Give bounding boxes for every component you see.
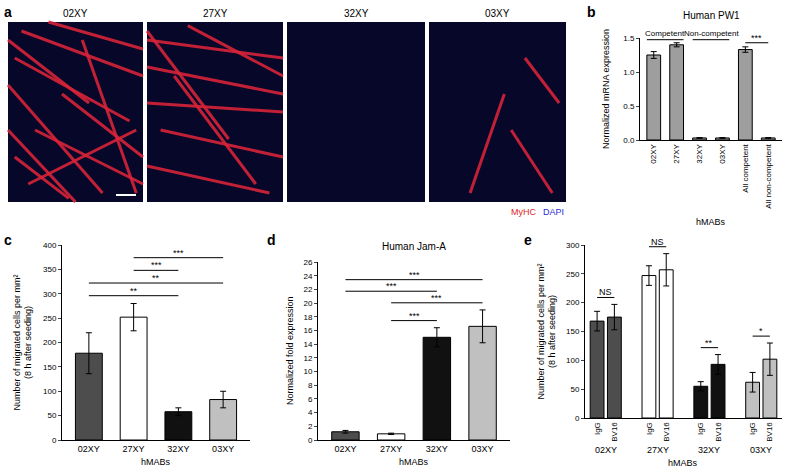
- svg-text:hMABs: hMABs: [141, 457, 171, 467]
- svg-text:02XY: 02XY: [78, 444, 100, 454]
- svg-text:IgG: IgG: [645, 422, 654, 435]
- svg-text:All competent: All competent: [741, 143, 750, 192]
- svg-text:IgG: IgG: [696, 422, 705, 435]
- svg-text:200: 200: [566, 298, 580, 307]
- svg-text:IgG: IgG: [593, 422, 602, 435]
- svg-text:Non-competent: Non-competent: [684, 29, 739, 38]
- svg-text:e: e: [524, 232, 532, 248]
- svg-text:Normalized fold expression: Normalized fold expression: [285, 296, 295, 405]
- svg-text:BV16: BV16: [766, 422, 775, 442]
- svg-text:***: ***: [409, 270, 420, 280]
- svg-text:32XY: 32XY: [698, 445, 720, 455]
- svg-text:18: 18: [303, 313, 312, 322]
- svg-text:d: d: [267, 232, 276, 248]
- svg-text:24: 24: [303, 271, 312, 280]
- svg-text:03XY: 03XY: [485, 8, 510, 19]
- svg-text:a: a: [4, 4, 12, 20]
- svg-text:***: ***: [751, 33, 762, 43]
- svg-text:27XY: 27XY: [380, 444, 402, 454]
- svg-text:14: 14: [303, 340, 312, 349]
- svg-text:32XY: 32XY: [167, 444, 189, 454]
- svg-text:8: 8: [308, 381, 313, 390]
- svg-text:***: ***: [409, 311, 420, 321]
- svg-text:32XY: 32XY: [344, 8, 369, 19]
- svg-text:32XY: 32XY: [695, 144, 704, 164]
- svg-text:16: 16: [303, 326, 312, 335]
- svg-text:BV16: BV16: [662, 422, 671, 442]
- svg-text:150: 150: [566, 327, 580, 336]
- svg-text:All non-competent: All non-competent: [764, 143, 773, 208]
- svg-text:300: 300: [43, 290, 57, 299]
- svg-text:27XY: 27XY: [123, 444, 145, 454]
- svg-text:*: *: [759, 326, 763, 336]
- svg-text:6: 6: [308, 395, 313, 404]
- svg-text:2: 2: [308, 422, 313, 431]
- svg-text:10: 10: [303, 367, 312, 376]
- svg-text:02XY: 02XY: [63, 8, 88, 19]
- svg-text:**: **: [152, 273, 160, 283]
- svg-text:**: **: [705, 338, 713, 348]
- svg-text:250: 250: [43, 314, 57, 323]
- svg-text:27XY: 27XY: [647, 445, 669, 455]
- svg-text:02XY: 02XY: [595, 445, 617, 455]
- svg-text:b: b: [587, 4, 596, 20]
- svg-text:NS: NS: [651, 237, 664, 247]
- svg-text:Human Jam-A: Human Jam-A: [382, 241, 446, 252]
- svg-text:02XY: 02XY: [649, 144, 658, 164]
- svg-text:IgG: IgG: [748, 422, 757, 435]
- svg-text:Competent: Competent: [645, 29, 685, 38]
- svg-text:0.0: 0.0: [623, 136, 635, 145]
- svg-text:hMABs: hMABs: [399, 457, 429, 467]
- svg-text:**: **: [130, 286, 138, 296]
- svg-text:02XY: 02XY: [334, 444, 356, 454]
- svg-text:***: ***: [173, 248, 184, 258]
- svg-text:Number of migrated cells per m: Number of migrated cells per mm²(8 h aft…: [12, 274, 34, 410]
- svg-text:350: 350: [43, 265, 57, 274]
- svg-text:1.0: 1.0: [623, 68, 635, 77]
- svg-text:03XY: 03XY: [472, 444, 494, 454]
- svg-text:0: 0: [575, 414, 580, 423]
- svg-text:MyHC: MyHC: [511, 207, 536, 217]
- svg-text:100: 100: [43, 387, 57, 396]
- svg-text:BV16: BV16: [714, 422, 723, 442]
- svg-text:0.5: 0.5: [623, 102, 635, 111]
- svg-text:***: ***: [431, 293, 442, 303]
- svg-text:50: 50: [570, 385, 579, 394]
- svg-text:27XY: 27XY: [203, 8, 228, 19]
- svg-text:Normalized mRNA expression: Normalized mRNA expression: [601, 29, 611, 149]
- svg-text:22: 22: [303, 285, 312, 294]
- svg-text:300: 300: [566, 241, 580, 250]
- svg-text:03XY: 03XY: [212, 444, 234, 454]
- svg-text:26: 26: [303, 258, 312, 267]
- svg-text:hMABs: hMABs: [668, 458, 698, 468]
- svg-text:NS: NS: [599, 287, 612, 297]
- svg-text:0: 0: [52, 436, 57, 445]
- svg-text:150: 150: [43, 363, 57, 372]
- svg-text:50: 50: [47, 411, 56, 420]
- svg-text:Human PW1: Human PW1: [683, 10, 740, 21]
- svg-text:250: 250: [566, 270, 580, 279]
- svg-text:32XY: 32XY: [426, 444, 448, 454]
- svg-text:100: 100: [566, 356, 580, 365]
- svg-text:DAPI: DAPI: [543, 207, 564, 217]
- svg-text:400: 400: [43, 241, 57, 250]
- svg-text:4: 4: [308, 408, 313, 417]
- svg-text:0: 0: [308, 436, 313, 445]
- svg-text:BV16: BV16: [610, 422, 619, 442]
- svg-text:03XY: 03XY: [750, 445, 772, 455]
- svg-text:hMABs: hMABs: [696, 217, 726, 227]
- svg-text:***: ***: [151, 260, 162, 270]
- svg-text:20: 20: [303, 299, 312, 308]
- svg-text:***: ***: [386, 281, 397, 291]
- svg-text:03XY: 03XY: [718, 144, 727, 164]
- svg-text:1.5: 1.5: [623, 34, 635, 43]
- svg-text:200: 200: [43, 338, 57, 347]
- svg-text:27XY: 27XY: [672, 144, 681, 164]
- svg-text:Number of migrated cells per m: Number of migrated cells per mm²(8 h aft…: [536, 263, 558, 399]
- svg-text:c: c: [4, 232, 12, 248]
- svg-text:12: 12: [303, 354, 312, 363]
